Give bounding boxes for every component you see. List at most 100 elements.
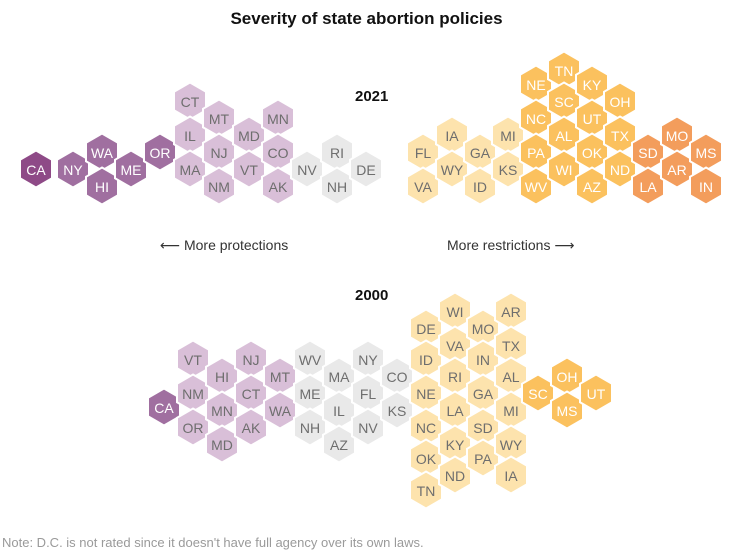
hex-label: MS [696,145,717,161]
footnote: Note: D.C. is not rated since it doesn't… [2,535,424,550]
hex-label: AZ [330,437,348,453]
hex-label: WA [91,145,114,161]
hex-label: OH [557,369,578,385]
hex-ct-2021: CT [174,83,206,120]
hex-label: WY [441,162,464,178]
hex-label: MT [270,369,291,385]
hex-label: MA [329,369,351,385]
hex-panel-2021: CA NYWAHIMEORCTILMAMTNJNMMDVTMNCOAKNVRINH… [20,52,722,205]
hex-label: NC [416,420,436,436]
hex-mn-2021: MN [262,100,294,137]
hex-label: AL [502,369,519,385]
hex-label: NY [358,352,378,368]
hex-co-2000: CO [381,358,413,395]
hex-hi-2000: HI [206,358,238,395]
hex-il-2000: IL [323,392,355,429]
hex-oh-2021: OH [604,83,636,120]
hex-co-2021: CO [262,134,294,171]
hex-label: RI [330,145,344,161]
hex-mt-2021: MT [203,100,235,137]
hex-label: MD [211,437,233,453]
hex-label: WV [525,179,548,195]
hex-label: MD [238,128,260,144]
hex-label: ME [300,386,321,402]
hex-nh-2000: NH [294,409,326,446]
hex-ak-2021: AK [262,168,294,205]
hex-label: NE [416,386,435,402]
hex-nv-2000: NV [352,409,384,446]
hex-or-2021: OR [144,134,176,171]
hex-label: RI [448,369,462,385]
hex-label: GA [470,145,491,161]
hex-label: KS [388,403,407,419]
hex-ma-2021: MA [174,151,206,188]
hex-label: AZ [583,179,601,195]
hex-label: HI [95,179,109,195]
hex-label: CA [26,162,46,178]
hex-de-2021: DE [350,151,382,188]
hex-label: VT [240,162,258,178]
hex-tn-2000: TN [410,472,442,509]
hex-label: ME [121,162,142,178]
hex-label: IA [504,468,518,484]
hex-label: WI [555,162,572,178]
hex-label: OK [582,145,603,161]
hex-label: NC [526,111,546,127]
hex-ks-2000: KS [381,392,413,429]
hex-va-2021: VA [407,168,439,205]
hex-label: MT [209,111,230,127]
hex-fl-2021: FL [407,134,439,171]
hex-label: SD [638,145,657,161]
hex-wv-2000: WV [294,341,326,378]
hex-nh-2021: NH [321,168,353,205]
hex-il-2021: IL [174,117,206,154]
hex-label: OK [416,451,437,467]
hex-label: MN [267,111,289,127]
hex-label: CA [154,400,174,416]
hex-label: ND [610,162,630,178]
hex-label: VT [184,352,202,368]
hex-label: NM [208,179,230,195]
hex-ca-2021: CA [20,151,52,188]
hex-label: IN [699,179,713,195]
hex-ak-2000: AK [235,409,267,446]
hex-label: UT [583,111,602,127]
hex-wa-2000: WA [264,392,296,429]
hex-label: FL [415,145,432,161]
hex-me-2021: ME [115,151,147,188]
hex-vt-2021: VT [233,151,265,188]
hex-label: MO [666,128,689,144]
hex-label: NH [327,179,347,195]
hex-ri-2021: RI [321,134,353,171]
hex-label: SD [473,420,492,436]
hex-label: TN [555,63,574,79]
hex-label: VA [446,338,464,354]
hex-label: TN [417,483,436,499]
hex-nj-2021: NJ [203,134,235,171]
hex-ar-2000: AR [495,293,527,330]
hex-label: MS [557,403,578,419]
hex-label: CO [387,369,408,385]
hex-hi-2021: HI [86,168,118,205]
hex-fl-2000: FL [352,375,384,412]
hex-label: AR [667,162,686,178]
hex-sd-2021: SD [632,134,664,171]
hex-ar-2021: AR [661,151,693,188]
hex-label: OH [610,94,631,110]
hex-label: NM [182,386,204,402]
hex-label: NH [300,420,320,436]
hex-label: KY [446,437,465,453]
hex-label: MI [500,128,516,144]
hex-label: VA [414,179,432,195]
hex-nv-2021: NV [291,151,323,188]
hex-la-2021: LA [632,168,664,205]
hex-ca-2000: CA [148,389,180,426]
hex-wa-2021: WA [86,134,118,171]
hex-label: ID [473,179,487,195]
hex-label: KY [583,77,602,93]
hex-mn-2000: MN [206,392,238,429]
hex-label: AK [242,420,261,436]
hex-nm-2021: NM [203,168,235,205]
hex-md-2021: MD [233,117,265,154]
hex-label: HI [215,369,229,385]
